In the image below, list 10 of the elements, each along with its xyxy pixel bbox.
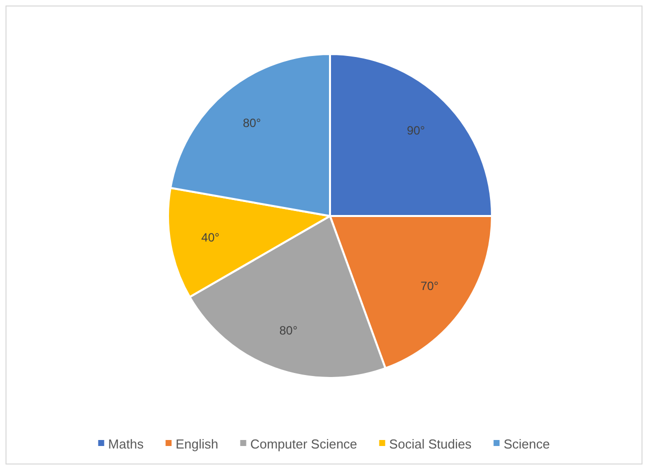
legend-label: Science — [504, 436, 550, 452]
data-label: 40° — [201, 230, 220, 244]
data-label: 70° — [420, 278, 439, 293]
data-label: 80° — [242, 116, 262, 130]
data-label: 80° — [279, 323, 298, 338]
legend-label: Social Studies — [389, 436, 472, 452]
legend-label: English — [176, 436, 218, 452]
data-label: 90° — [406, 123, 426, 138]
legend-label: Maths — [108, 436, 144, 452]
legend-label: Computer Science — [250, 436, 358, 452]
